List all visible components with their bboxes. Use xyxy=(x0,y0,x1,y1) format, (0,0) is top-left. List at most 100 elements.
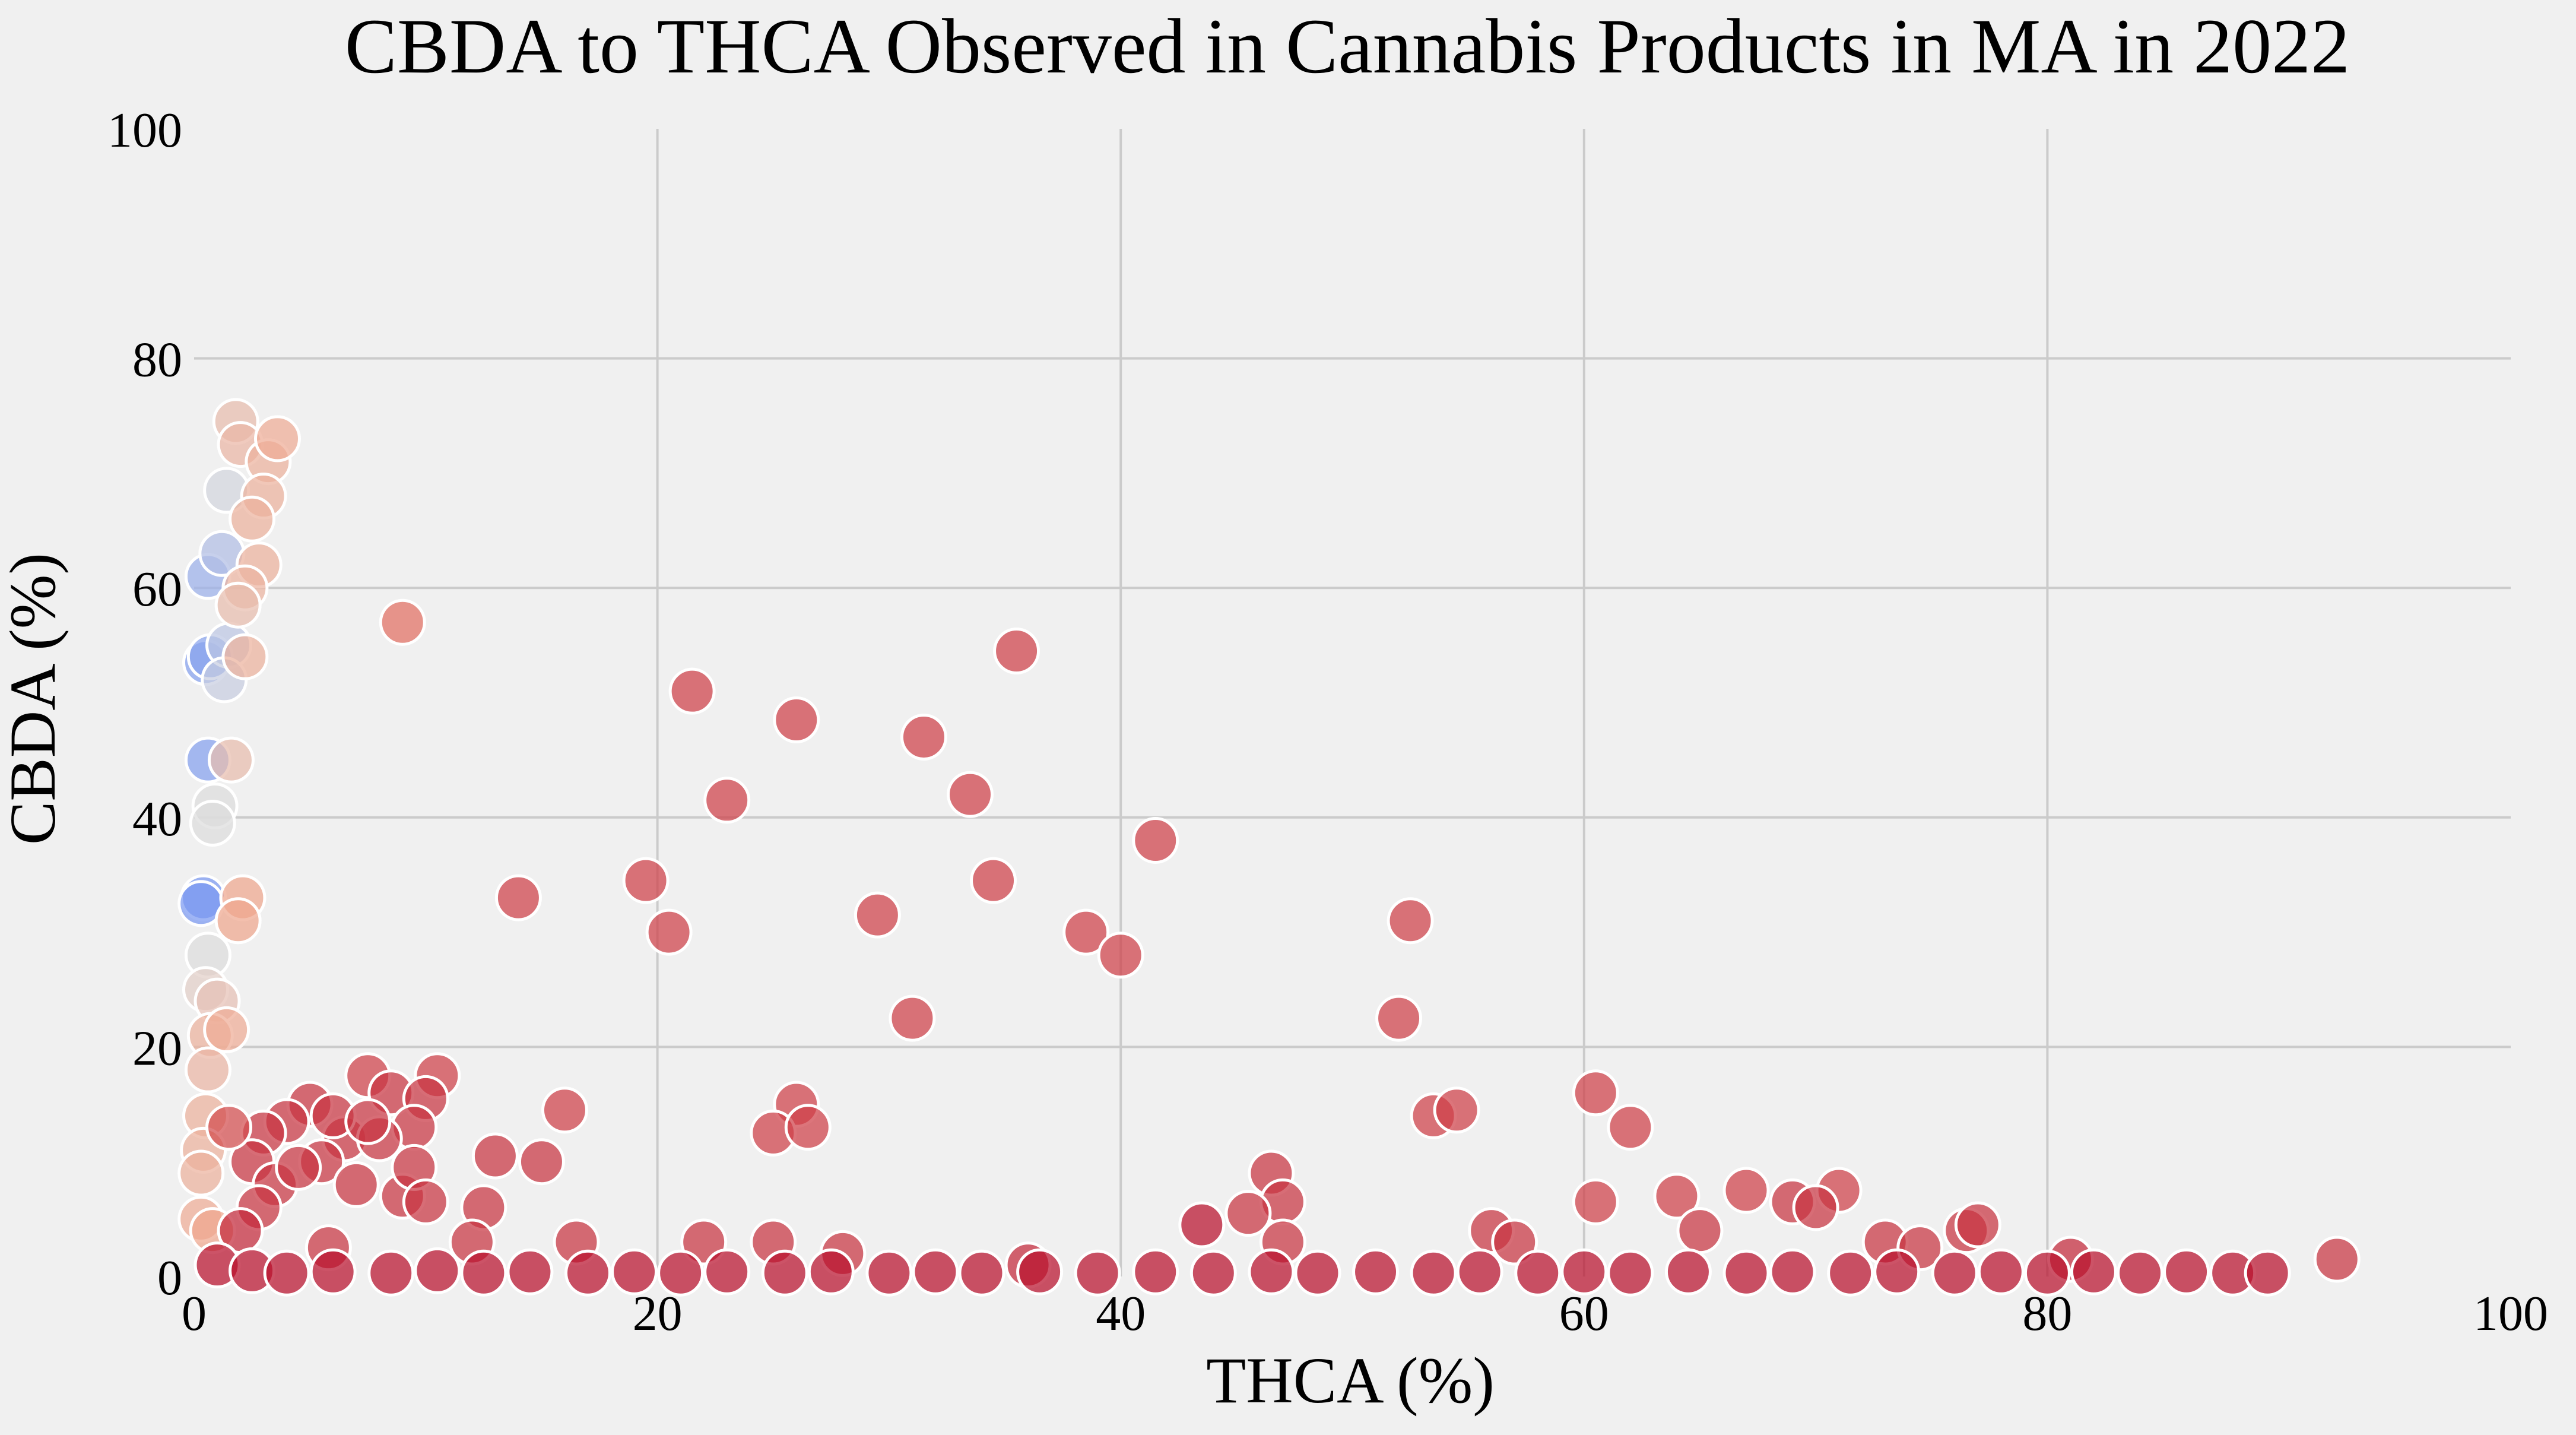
y-tick-label: 100 xyxy=(107,103,182,158)
scatter-point xyxy=(970,857,1017,904)
x-tick-label: 60 xyxy=(1559,1286,1609,1341)
scatter-point xyxy=(1607,1249,1654,1297)
x-tick-label: 20 xyxy=(633,1286,683,1341)
scatter-point xyxy=(1664,1248,1712,1295)
scatter-point xyxy=(506,1248,554,1295)
scatter-point xyxy=(668,667,716,715)
scatter-point xyxy=(1792,1184,1839,1231)
scatter-point xyxy=(622,857,670,904)
scatter-point xyxy=(761,1249,808,1297)
scatter-point xyxy=(564,1249,612,1297)
scatter-point xyxy=(1375,994,1423,1042)
chart-title: CBDA to THCA Observed in Cannabis Produc… xyxy=(345,2,2350,90)
scatter-point xyxy=(177,1149,225,1197)
scatter-point xyxy=(1062,908,1110,956)
scatter-point xyxy=(1722,1167,1770,1214)
scatter-point xyxy=(784,1104,832,1151)
scatter-point xyxy=(2244,1249,2291,1297)
scatter-point xyxy=(2070,1248,2117,1295)
scatter-point xyxy=(229,495,276,543)
scatter-point xyxy=(993,628,1040,675)
scatter-point xyxy=(1294,1249,1341,1297)
y-tick-label: 0 xyxy=(157,1250,182,1306)
scatter-point xyxy=(1653,1173,1701,1220)
scatter-point xyxy=(1514,1249,1562,1297)
scatter-point xyxy=(657,1249,705,1297)
scatter-point xyxy=(611,1248,658,1295)
scatter-points xyxy=(177,398,2361,1297)
scatter-point xyxy=(263,1249,310,1297)
scatter-point xyxy=(1352,1248,1400,1295)
scatter-point xyxy=(221,633,269,680)
grid-lines xyxy=(194,129,2511,1276)
scatter-point xyxy=(1873,1248,1921,1295)
scatter-point xyxy=(1387,897,1434,945)
scatter-point xyxy=(414,1247,461,1294)
scatter-point xyxy=(1560,1248,1608,1295)
scatter-point xyxy=(207,736,255,784)
scatter-point xyxy=(1954,1201,2001,1249)
scatter-point xyxy=(1607,1104,1654,1151)
scatter-point xyxy=(1132,816,1179,864)
scatter-point xyxy=(309,1248,357,1295)
scatter-point xyxy=(541,1086,588,1134)
scatter-point xyxy=(900,713,947,761)
scatter-point xyxy=(1410,1249,1457,1297)
scatter-point xyxy=(947,771,994,818)
x-tick-label: 100 xyxy=(2473,1286,2548,1341)
scatter-point xyxy=(1977,1248,2025,1295)
scatter-point xyxy=(2163,1248,2210,1295)
scatter-point xyxy=(2023,1249,2071,1297)
scatter-point xyxy=(1178,1201,1226,1249)
scatter-point xyxy=(344,1098,392,1145)
scatter-point xyxy=(275,1143,322,1191)
scatter-point xyxy=(1456,1248,1503,1295)
scatter-point xyxy=(1572,1178,1619,1225)
scatter-point xyxy=(460,1249,507,1297)
scatter-point xyxy=(518,1138,565,1186)
scatter-point xyxy=(379,598,426,646)
x-tick-label: 40 xyxy=(1096,1286,1146,1341)
scatter-point xyxy=(1827,1249,1874,1297)
y-tick-label: 60 xyxy=(132,562,182,617)
scatter-point xyxy=(254,415,302,463)
x-tick-label: 0 xyxy=(182,1286,207,1341)
scatter-point xyxy=(1097,932,1144,979)
scatter-point xyxy=(214,897,262,945)
y-axis-label: CBDA (%) xyxy=(0,553,69,845)
scatter-point xyxy=(189,799,236,847)
scatter-point xyxy=(1769,1248,1816,1295)
scatter-point xyxy=(2313,1236,2361,1283)
scatter-point xyxy=(703,1248,751,1295)
scatter-point xyxy=(367,1249,415,1297)
scatter-point xyxy=(402,1178,449,1225)
scatter-point xyxy=(1572,1069,1619,1117)
scatter-point xyxy=(203,1006,250,1053)
scatter-point xyxy=(214,581,262,629)
scatter-point xyxy=(184,1046,231,1094)
scatter-point xyxy=(1676,1207,1724,1255)
scatter-point xyxy=(958,1249,1005,1297)
scatter-point xyxy=(2117,1249,2164,1297)
scatter-point xyxy=(889,994,936,1042)
x-axis-label: THCA (%) xyxy=(1206,1344,1495,1417)
scatter-point xyxy=(494,874,542,921)
scatter-point xyxy=(1722,1249,1770,1297)
scatter-point xyxy=(703,777,751,824)
scatter-point xyxy=(332,1161,380,1208)
scatter-point xyxy=(912,1248,959,1295)
scatter-point xyxy=(1931,1249,1978,1297)
scatter-point xyxy=(773,696,820,743)
y-tick-label: 40 xyxy=(132,791,182,847)
scatter-point xyxy=(1189,1249,1237,1297)
scatter-point xyxy=(807,1248,855,1295)
x-tick-label: 80 xyxy=(2022,1286,2072,1341)
scatter-point xyxy=(1248,1248,1295,1295)
scatter-point xyxy=(1074,1249,1121,1297)
tick-labels: 0 20 40 60 80 100 0 20 40 60 80 100 xyxy=(107,103,2548,1341)
scatter-point xyxy=(1132,1248,1179,1295)
y-tick-label: 80 xyxy=(132,332,182,388)
scatter-point xyxy=(645,908,693,956)
